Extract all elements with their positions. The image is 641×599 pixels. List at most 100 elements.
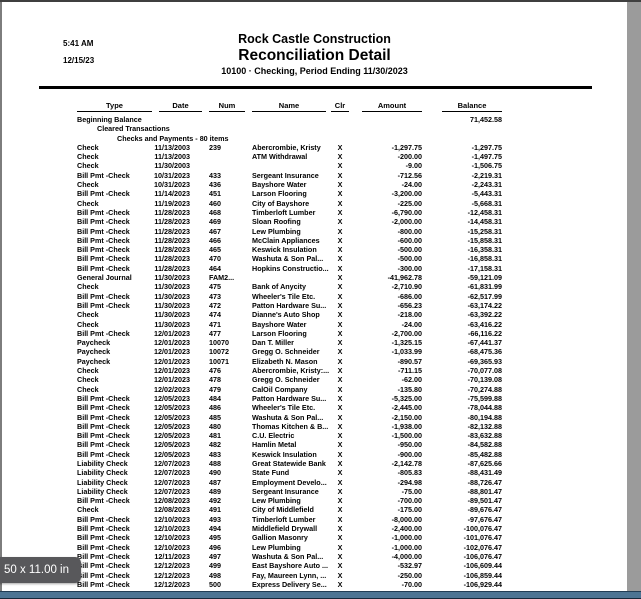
cell-amount: -532.97 [397,561,422,571]
cell-clr: X [337,440,343,450]
cell-clr: X [337,282,343,292]
cell-num: 500 [209,579,221,589]
cell-clr: X [337,245,343,255]
cell-num: 495 [209,533,221,543]
cell-num: 482 [209,440,221,450]
cell-num [202,161,247,170]
cell-clr: X [337,170,343,180]
cell-num: 496 [209,542,221,552]
table-row: General Journal 11/30/2023 FAM2... X -41… [65,273,502,282]
cell-amount: -1,000.00 [391,533,422,543]
cell-clr: X [337,542,343,552]
cell-num: 466 [209,235,221,245]
cell-balance: -14,458.31 [467,217,502,227]
cell-type: Bill Pmt -Check [77,440,130,450]
cell-num: 490 [209,468,221,478]
cell-num: 465 [209,245,221,255]
cell-balance: -83,632.88 [467,431,502,441]
cell-clr: X [337,217,343,227]
cell-type: Bill Pmt -Check [77,328,130,338]
cell-balance: -70,077.08 [467,366,502,376]
cell-name: Wheeler's Tile Etc. [252,291,316,301]
table-row: Bill Pmt -Check 11/30/2023 472 Patton Ha… [65,301,502,310]
cell-name: Bayshore Water [252,319,307,329]
cell-amount: -24.00 [401,180,422,190]
cell-clr: X [337,514,343,524]
beginning-balance-value: 71,452.58 [470,115,502,124]
table-row: Paycheck 12/01/2023 10072 Gregg O. Schne… [65,347,502,356]
table-row: Check 11/13/2003 ATM Withdrawal X -200.0… [65,152,502,161]
cell-balance: -85,482.88 [467,449,502,459]
table-row: Bill Pmt -Check 12/12/2023 500 Express D… [65,580,502,589]
cell-type: Bill Pmt -Check [77,403,130,413]
cell-clr: X [337,300,343,310]
table-row: Bill Pmt -Check 11/28/2023 469 Sloan Roo… [65,217,502,226]
cell-name: Bank of Anycity [252,282,307,292]
cell-num: 485 [209,412,221,422]
cell-name: C.U. Electric [252,431,295,441]
report-page[interactable]: 5:41 AM 12/15/23 Rock Castle Constructio… [0,2,627,591]
cell-name: Gregg O. Schneider [252,347,320,357]
cell-name: Abercrombie, Kristy [252,142,321,152]
cell-type: Check [77,384,99,394]
cell-date: 11/19/2023 [154,198,190,208]
cell-name: Express Delivery Se... [252,579,327,589]
table-row: Bill Pmt -Check 12/10/2023 494 Middlefie… [65,524,502,533]
cell-name: Elizabeth N. Mason [252,356,318,366]
cell-clr: X [337,486,343,496]
cell-name: Thomas Kitchen & B... [252,421,329,431]
cell-clr: X [337,198,343,208]
bottom-taskbar-strip [0,591,641,599]
table-row: Check 10/31/2023 436 Bayshore Water X -2… [65,180,502,189]
cell-type: Bill Pmt -Check [77,235,130,245]
cell-type: Bill Pmt -Check [77,393,130,403]
cell-type: Liability Check [77,458,128,468]
column-header-clr: Clr [329,101,351,113]
cell-name: Timberloft Lumber [252,514,316,524]
cell-name: Gregg O. Schneider [252,375,320,385]
cell-type: Liability Check [77,468,128,478]
table-row: Bill Pmt -Check 11/14/2023 451 Larson Fl… [65,189,502,198]
cell-name: ATM Withdrawal [252,152,308,162]
cell-clr: X [337,189,343,199]
cell-amount: -2,142.78 [391,458,422,468]
cell-date: 12/01/2023 [154,356,190,366]
cell-name: East Bayshore Auto ... [252,561,329,571]
cell-balance: -78,044.88 [467,403,502,413]
cell-name: State Fund [252,468,290,478]
cell-balance: -15,858.31 [467,235,502,245]
cell-type: Check [77,161,99,171]
cell-num: 493 [209,514,221,524]
cell-num: FAM2... [209,273,235,283]
cell-clr: X [337,421,343,431]
cell-date: 12/05/2023 [154,393,190,403]
cell-balance: -69,365.93 [467,356,502,366]
cell-clr: X [337,347,343,357]
cell-amount: -1,938.00 [391,421,422,431]
table-row: Bill Pmt -Check 11/28/2023 470 Washuta &… [65,254,502,263]
cell-amount: -75.00 [401,486,422,496]
cell-date: 12/10/2023 [154,524,190,534]
table-row: Check 11/13/2003 239 Abercrombie, Kristy… [65,143,502,152]
report-header: Rock Castle Construction Reconciliation … [2,32,627,77]
cell-type: Bill Pmt -Check [77,263,130,273]
cell-balance: -80,194.88 [467,412,502,422]
cell-num: 489 [209,486,221,496]
cell-type: Check [77,142,99,152]
cell-clr: X [337,449,343,459]
column-header-num: Num [202,101,247,113]
cell-clr: X [337,477,343,487]
table-row: Bill Pmt -Check 12/05/2023 485 Washuta &… [65,413,502,422]
cell-date: 11/30/2003 [154,161,190,171]
cell-date: 12/10/2023 [154,542,190,552]
cell-type: Liability Check [77,477,128,487]
table-row: Bill Pmt -Check 11/28/2023 466 McClain A… [65,236,502,245]
cell-num: 481 [209,431,221,441]
cell-name: Lew Plumbing [252,226,301,236]
cell-amount: -686.00 [397,291,422,301]
table-row: Check 11/19/2023 460 City of Bayshore X … [65,199,502,208]
table-row: Bill Pmt -Check 12/05/2023 482 Hamlin Me… [65,440,502,449]
cell-balance: -62,517.99 [467,291,502,301]
print-timestamps: 5:41 AM 12/15/23 [63,35,94,69]
cell-clr: X [337,375,343,385]
